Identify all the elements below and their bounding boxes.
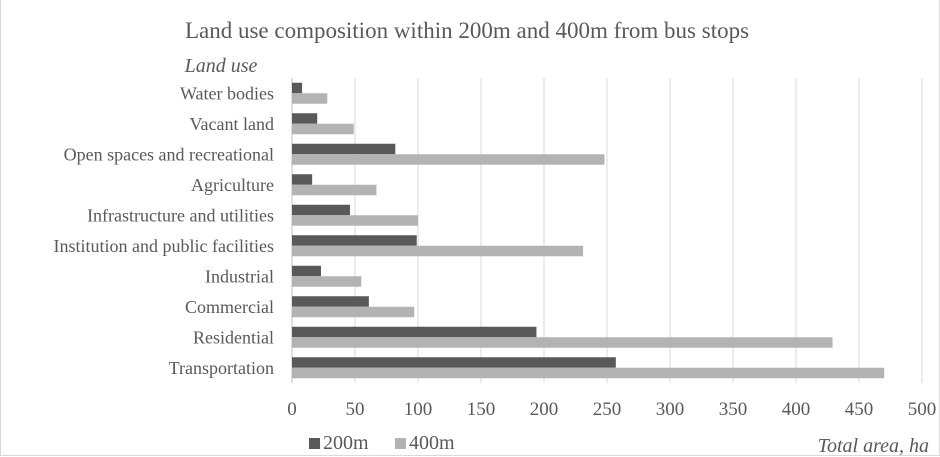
- x-tick-label: 200: [530, 399, 559, 420]
- category-label: Commercial: [185, 297, 274, 317]
- category-label: Infrastructure and utilities: [87, 205, 274, 225]
- bar-400m-water-bodies: [292, 93, 328, 104]
- category-label: Water bodies: [180, 83, 274, 103]
- x-tick-label: 300: [656, 399, 685, 420]
- bar-200m-open-spaces-and-recreational: [292, 143, 396, 155]
- legend-swatch-400m: [395, 438, 406, 449]
- bar-400m-industrial: [292, 276, 362, 287]
- bars: [292, 82, 885, 379]
- bar-400m-commercial: [292, 306, 415, 318]
- x-tick-label: 500: [908, 399, 937, 420]
- legend: 200m 400m: [309, 432, 455, 454]
- bar-200m-commercial: [292, 296, 369, 307]
- x-tick-label: 400: [782, 399, 811, 420]
- x-axis-title: Total area, ha: [818, 435, 929, 455]
- chart-title: Land use composition within 200m and 400…: [185, 18, 749, 43]
- x-tick-label: 250: [593, 399, 622, 420]
- x-tick-label: 150: [467, 399, 496, 420]
- bar-400m-open-spaces-and-recreational: [292, 154, 605, 165]
- category-label: Transportation: [169, 358, 274, 378]
- legend-swatch-200m: [309, 438, 320, 449]
- bar-200m-vacant-land: [292, 113, 318, 124]
- x-tick-label: 0: [287, 399, 297, 420]
- bar-400m-institution-and-public-facilities: [292, 245, 584, 257]
- legend-label-200m: 200m: [323, 432, 369, 454]
- x-tick-label: 50: [346, 399, 365, 420]
- category-label: Vacant land: [190, 114, 274, 134]
- bar-200m-transportation: [292, 357, 616, 368]
- category-label: Agriculture: [191, 175, 274, 195]
- legend-label-400m: 400m: [409, 432, 455, 454]
- x-tick-label: 450: [845, 399, 874, 420]
- y-axis-title: Land use: [184, 55, 258, 77]
- bar-200m-institution-and-public-facilities: [292, 235, 417, 246]
- category-label: Residential: [193, 327, 274, 347]
- bar-400m-residential: [292, 337, 833, 348]
- bar-200m-infrastructure-and-utilities: [292, 204, 350, 216]
- category-label: Open spaces and recreational: [64, 144, 274, 164]
- category-label: Institution and public facilities: [54, 236, 274, 256]
- bar-400m-agriculture: [292, 184, 377, 196]
- bar-400m-infrastructure-and-utilities: [292, 215, 418, 226]
- x-tick-label: 100: [404, 399, 433, 420]
- bar-400m-vacant-land: [292, 123, 354, 135]
- bar-200m-water-bodies: [292, 82, 303, 94]
- bar-200m-residential: [292, 326, 537, 338]
- category-label: Industrial: [205, 266, 274, 286]
- bar-400m-transportation: [292, 367, 885, 379]
- x-tick-label: 350: [719, 399, 748, 420]
- bar-200m-industrial: [292, 265, 321, 277]
- x-tick-labels: 0 50 100 150 200 250 300 350 400 450 500: [287, 399, 936, 420]
- bar-200m-agriculture: [292, 174, 313, 185]
- category-labels: Transportation Residential Commercial Indus…: [54, 83, 274, 378]
